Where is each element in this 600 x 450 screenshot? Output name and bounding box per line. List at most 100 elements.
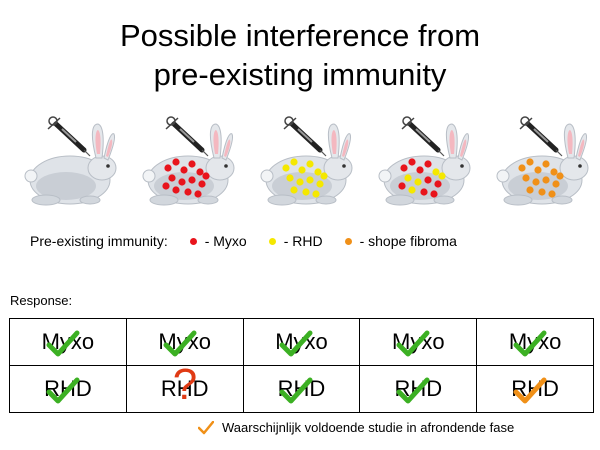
title-line-2: pre-existing immunity [153, 57, 447, 92]
yellow-dot-icon [438, 172, 446, 180]
response-table: Myxo Myxo Myxo Myxo Myxo RHD RHD? RHD RH… [9, 318, 594, 413]
table-cell: Myxo [359, 318, 478, 366]
red-dot-icon [400, 164, 408, 172]
orange-dot-icon [556, 172, 564, 180]
red-dot-icon [408, 158, 416, 166]
red-dot-icon [180, 166, 188, 174]
orange-dot-icon [532, 178, 540, 186]
legend-item-shope-fibroma: - shope fibroma [344, 233, 457, 249]
orange-dot-icon [344, 237, 352, 245]
rabbit-illustration-3 [260, 116, 353, 206]
table-cell: Myxo [476, 318, 594, 366]
cell-label: RHD [160, 376, 209, 401]
red-dot-icon [430, 190, 438, 198]
syringe-icon [283, 116, 327, 157]
cell-label: Myxo [508, 329, 562, 354]
cell-label: Myxo [275, 329, 328, 354]
yellow-dot-icon [414, 178, 422, 186]
legend-label: Pre-existing immunity: [30, 233, 168, 249]
legend-item-label: - RHD [283, 233, 323, 249]
yellow-dot-icon [282, 164, 290, 172]
yellow-dot-icon [302, 188, 310, 196]
red-dot-icon [424, 160, 432, 168]
rabbit-illustration-5 [496, 116, 589, 206]
cell-label: RHD [511, 376, 559, 401]
yellow-dot-icon [432, 168, 440, 176]
yellow-dot-icon [298, 166, 306, 174]
rabbit-illustration-1 [24, 116, 117, 206]
table-cell: RHD [476, 365, 594, 413]
yellow-dot-icon [306, 160, 314, 168]
red-dot-icon [434, 180, 442, 188]
yellow-dot-icon [312, 190, 320, 198]
red-dot-icon [184, 188, 192, 196]
orange-dot-icon [526, 158, 534, 166]
red-dot-icon [194, 190, 202, 198]
rabbit-icon [142, 123, 235, 206]
orange-dot-icon [552, 180, 560, 188]
table-row-myxo: Myxo Myxo Myxo Myxo Myxo [9, 318, 594, 366]
footnote-text: Waarschijnlijk voldoende studie in afron… [222, 420, 515, 435]
red-dot-icon [424, 176, 432, 184]
red-dot-icon [202, 172, 210, 180]
page-title: Possible interference from pre-existing … [0, 16, 600, 94]
yellow-dot-icon [320, 172, 328, 180]
legend-item-label: - Myxo [204, 233, 247, 249]
red-dot-icon [164, 164, 172, 172]
syringe-icon [47, 116, 91, 157]
cell-label: Myxo [392, 329, 445, 354]
yellow-dot-icon [290, 186, 298, 194]
orange-check-icon [198, 420, 214, 434]
orange-dot-icon [538, 188, 546, 196]
red-dot-icon [189, 237, 197, 245]
yellow-dot-icon [290, 158, 298, 166]
table-cell: RHD [242, 365, 361, 413]
red-dot-icon [416, 166, 424, 174]
red-dot-icon [420, 188, 428, 196]
orange-dot-icon [542, 160, 550, 168]
cell-label: RHD [277, 376, 326, 401]
table-cell: RHD? [125, 363, 244, 413]
table-cell: Myxo [242, 318, 361, 366]
syringe-icon [165, 116, 209, 157]
legend-item-label: - shope fibroma [359, 233, 457, 249]
yellow-dot-icon [296, 178, 304, 186]
orange-dot-icon [542, 176, 550, 184]
red-dot-icon [398, 182, 406, 190]
orange-dot-icon [550, 168, 558, 176]
red-dot-icon [178, 178, 186, 186]
cell-label: RHD [44, 376, 92, 401]
red-dot-icon [172, 186, 180, 194]
syringe-icon [401, 116, 445, 157]
red-dot-icon [168, 174, 176, 182]
orange-dot-icon [548, 190, 556, 198]
cell-label: Myxo [41, 329, 95, 354]
red-dot-icon [196, 168, 204, 176]
orange-dot-icon [534, 166, 542, 174]
rabbit-illustration-4 [378, 116, 471, 206]
footnote: Waarschijnlijk voldoende studie in afron… [198, 420, 514, 435]
legend-item-rhd: - RHD [268, 233, 323, 249]
table-cell: RHD [9, 365, 127, 413]
syringe-icon [519, 116, 563, 157]
response-label: Response: [10, 293, 73, 308]
yellow-dot-icon [286, 174, 294, 182]
red-dot-icon [172, 158, 180, 166]
table-cell: Myxo [9, 318, 127, 366]
legend-item-myxo: - Myxo [189, 233, 247, 249]
yellow-dot-icon [268, 237, 276, 245]
red-dot-icon [198, 180, 206, 188]
orange-dot-icon [526, 186, 534, 194]
immunity-legend: Pre-existing immunity: - Myxo - RHD - sh… [30, 233, 457, 249]
red-dot-icon [188, 160, 196, 168]
cell-label: Myxo [158, 329, 211, 354]
yellow-dot-icon [404, 174, 412, 182]
table-cell: RHD [359, 365, 478, 413]
yellow-dot-icon [408, 186, 416, 194]
orange-dot-icon [518, 164, 526, 172]
rabbit-row [18, 110, 589, 220]
yellow-dot-icon [306, 176, 314, 184]
yellow-dot-icon [314, 168, 322, 176]
table-row-rhd: RHD RHD? RHD RHD RHD [9, 363, 594, 413]
rabbit-icon [24, 123, 117, 206]
